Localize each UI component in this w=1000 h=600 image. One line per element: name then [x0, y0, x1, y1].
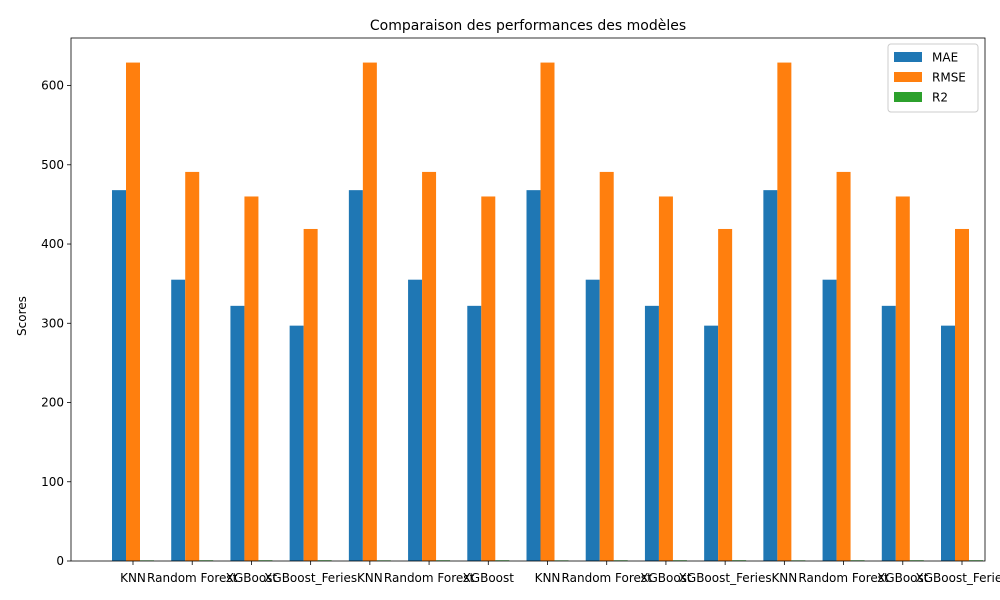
plot-area — [70, 37, 986, 562]
bar-rmse-1 — [185, 171, 200, 562]
x-tick-label-2: XGBoost — [226, 571, 278, 585]
bar-mae-11 — [763, 190, 778, 561]
y-axis: 0 100 200 300 400 500 600 — [41, 79, 71, 568]
x-tick-label-8: Random Forest — [562, 571, 653, 585]
y-axis-label: Scores — [15, 296, 29, 336]
x-tick-label-10: XGBoost_Feries — [679, 571, 772, 585]
y-tick-label-6: 600 — [41, 79, 64, 93]
legend-swatch-r2 — [894, 92, 922, 102]
x-tick-label-4: KNN — [357, 571, 383, 585]
bar-rmse-4 — [362, 62, 377, 561]
legend: MAE RMSE R2 — [887, 43, 979, 113]
bar-mae-1 — [171, 279, 186, 561]
x-tick-label-6: XGBoost — [463, 571, 515, 585]
bar-mae-12 — [822, 279, 837, 561]
x-tick-label-9: XGBoost — [640, 571, 692, 585]
y-tick-label-4: 400 — [41, 237, 64, 251]
y-tick-label-0: 0 — [56, 554, 64, 568]
legend-label-mae: MAE — [932, 51, 958, 65]
plot-frame — [70, 37, 986, 562]
bar-mae-4 — [348, 190, 363, 561]
x-tick-label-3: XGBoost_Feries — [264, 571, 357, 585]
bar-rmse-11 — [777, 62, 792, 561]
x-tick-label-12: Random Forest — [798, 571, 889, 585]
legend-swatch-rmse — [894, 72, 922, 82]
bar-rmse-3 — [303, 228, 318, 561]
x-tick-label-14: XGBoost_Feries — [916, 571, 1000, 585]
x-tick-label-1: Random Forest — [147, 571, 238, 585]
bar-mae-10 — [704, 325, 719, 561]
x-tick-label-5: Random Forest — [384, 571, 475, 585]
y-tick-label-2: 200 — [41, 396, 64, 410]
bar-mae-0 — [112, 190, 126, 561]
y-tick-label-3: 300 — [41, 316, 64, 330]
bar-rmse-13 — [895, 196, 910, 562]
bar-mae-2 — [230, 305, 245, 561]
legend-swatch-mae — [894, 52, 922, 62]
bar-mae-13 — [881, 305, 896, 561]
bar-rmse-10 — [718, 228, 733, 561]
bar-mae-8 — [585, 279, 600, 561]
bar-mae-9 — [644, 305, 659, 561]
bar-rmse-0 — [126, 62, 140, 561]
bar-mae-3 — [289, 325, 304, 561]
bar-rmse-6 — [481, 196, 496, 562]
bar-mae-5 — [408, 279, 423, 561]
bar-rmse-7 — [540, 62, 555, 561]
x-tick-label-0: KNN — [120, 571, 146, 585]
bar-mae-7 — [526, 190, 541, 561]
x-tick-label-11: KNN — [771, 571, 797, 585]
x-tick-label-7: KNN — [535, 571, 561, 585]
y-tick-label-5: 500 — [41, 158, 64, 172]
bar-rmse-2 — [244, 196, 259, 562]
bar-rmse-14 — [955, 228, 969, 561]
bar-rmse-12 — [836, 171, 851, 562]
chart-title: Comparaison des performances des modèles — [370, 18, 686, 34]
y-tick-label-1: 100 — [41, 475, 64, 489]
legend-label-rmse: RMSE — [932, 71, 966, 85]
bar-rmse-5 — [422, 171, 437, 562]
x-tick-label-13: XGBoost — [877, 571, 929, 585]
bar-mae-6 — [467, 305, 482, 561]
bar-mae-14 — [941, 325, 955, 561]
bar-rmse-9 — [658, 196, 673, 562]
legend-label-r2: R2 — [932, 91, 948, 105]
bar-rmse-8 — [599, 171, 614, 562]
